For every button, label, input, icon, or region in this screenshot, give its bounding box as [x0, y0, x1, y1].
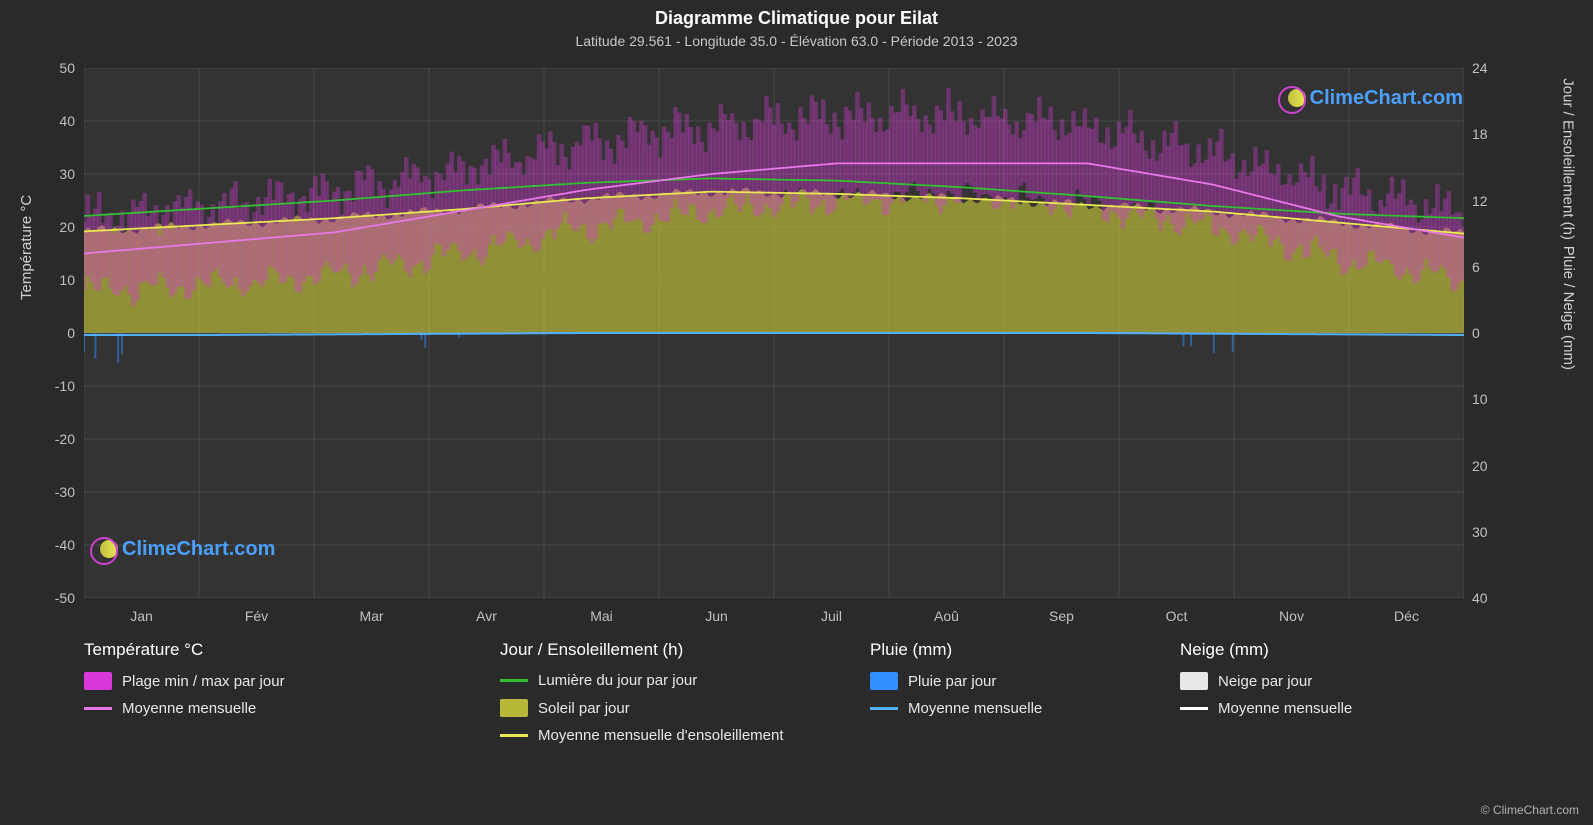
y-right-mm-tick: 40 [1472, 590, 1512, 606]
month-label: Sep [1037, 608, 1087, 624]
copyright-text: © ClimeChart.com [1481, 803, 1579, 817]
watermark-text: ClimeChart.com [1310, 87, 1463, 110]
legend-rain-title: Pluie (mm) [870, 640, 1042, 660]
y-left-tick: -20 [25, 431, 75, 447]
y-right-hours-tick: 18 [1472, 126, 1512, 142]
month-label: Jun [692, 608, 742, 624]
legend-rain: Pluie (mm) Pluie par jour Moyenne mensue… [870, 640, 1042, 727]
swatch-temp-mean [84, 707, 112, 710]
month-label: Nov [1267, 608, 1317, 624]
swatch-sun-mean [500, 734, 528, 737]
swatch-sun [500, 699, 528, 717]
swatch-rain-mean [870, 707, 898, 710]
legend-temp-mean: Moyenne mensuelle [122, 700, 256, 717]
y-right-hours-tick: 12 [1472, 193, 1512, 209]
logo-icon [90, 535, 118, 563]
legend-daylight: Jour / Ensoleillement (h) Lumière du jou… [500, 640, 784, 754]
y-left-tick: 40 [25, 113, 75, 129]
y-axis-right-bottom-label: Pluie / Neige (mm) [1560, 246, 1577, 370]
legend-snow: Neige (mm) Neige par jour Moyenne mensue… [1180, 640, 1352, 727]
month-label: Jan [117, 608, 167, 624]
chart-subtitle: Latitude 29.561 - Longitude 35.0 - Éléva… [0, 29, 1593, 49]
climate-chart-container: Diagramme Climatique pour Eilat Latitude… [0, 0, 1593, 825]
chart-plot-area [84, 68, 1464, 598]
month-label: Déc [1382, 608, 1432, 624]
swatch-temp-range [84, 672, 112, 690]
legend-temperature: Température °C Plage min / max par jour … [84, 640, 285, 727]
month-label: Aoû [922, 608, 972, 624]
y-left-tick: -40 [25, 537, 75, 553]
month-label: Fév [232, 608, 282, 624]
legend-rain-daily: Pluie par jour [908, 673, 996, 690]
legend-temp-range: Plage min / max par jour [122, 673, 285, 690]
legend-daylight: Lumière du jour par jour [538, 672, 697, 689]
legend-rain-mean: Moyenne mensuelle [908, 700, 1042, 717]
swatch-daylight [500, 679, 528, 682]
y-right-hours-tick: 0 [1472, 325, 1512, 341]
swatch-snow [1180, 672, 1208, 690]
swatch-rain [870, 672, 898, 690]
y-left-tick: -10 [25, 378, 75, 394]
y-left-tick: 20 [25, 219, 75, 235]
watermark-top-right: ClimeChart.com [1278, 84, 1463, 112]
legend-snow-daily: Neige par jour [1218, 673, 1312, 690]
y-left-tick: 0 [25, 325, 75, 341]
y-left-tick: 30 [25, 166, 75, 182]
y-left-tick: -30 [25, 484, 75, 500]
month-label: Mai [577, 608, 627, 624]
month-label: Juil [807, 608, 857, 624]
y-right-mm-tick: 10 [1472, 391, 1512, 407]
legend-sun-mean: Moyenne mensuelle d'ensoleillement [538, 727, 784, 744]
y-right-hours-tick: 6 [1472, 259, 1512, 275]
legend-sun: Soleil par jour [538, 700, 630, 717]
y-right-mm-tick: 20 [1472, 458, 1512, 474]
month-label: Oct [1152, 608, 1202, 624]
y-axis-right-top-label: Jour / Ensoleillement (h) [1560, 78, 1577, 240]
logo-icon [1278, 84, 1306, 112]
month-label: Mar [347, 608, 397, 624]
y-right-hours-tick: 24 [1472, 60, 1512, 76]
legend-temp-title: Température °C [84, 640, 285, 660]
legend-day-title: Jour / Ensoleillement (h) [500, 640, 784, 660]
y-left-tick: -50 [25, 590, 75, 606]
month-label: Avr [462, 608, 512, 624]
chart-title: Diagramme Climatique pour Eilat [0, 0, 1593, 29]
legend-snow-mean: Moyenne mensuelle [1218, 700, 1352, 717]
y-left-tick: 50 [25, 60, 75, 76]
swatch-snow-mean [1180, 707, 1208, 710]
y-right-mm-tick: 30 [1472, 524, 1512, 540]
y-left-tick: 10 [25, 272, 75, 288]
watermark-bottom-left: ClimeChart.com [90, 535, 275, 563]
legend-snow-title: Neige (mm) [1180, 640, 1352, 660]
watermark-text: ClimeChart.com [122, 538, 275, 561]
